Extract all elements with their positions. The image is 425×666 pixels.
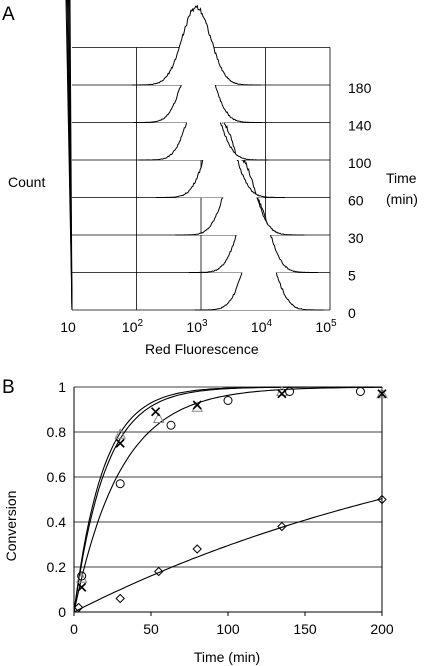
y-tick-label: 0.2 (47, 559, 67, 575)
fit-curve-diamond (73, 498, 383, 613)
x-tick-label: 150 (293, 621, 317, 637)
time-label-0: 0 (348, 305, 356, 321)
panel-b-axes (73, 387, 383, 616)
panel-a-histograms (131, 4, 324, 311)
data-point-diamond (192, 544, 202, 554)
data-point-x (192, 400, 202, 410)
panel-a-time-labels: 0 5 30 60 100 140 180 (348, 80, 372, 321)
y-tick-label: 0.8 (47, 424, 67, 440)
data-point-circle (285, 387, 295, 396)
x-tick-label: 10 (60, 319, 76, 335)
data-point-x (77, 582, 87, 592)
time-label-30: 30 (348, 230, 364, 246)
fit-curve-triangle (73, 386, 382, 613)
panel-a-label: A (2, 4, 15, 25)
data-point-circle (355, 387, 365, 396)
panel-a-ylabel: Count (8, 174, 45, 190)
time-label-180: 180 (348, 80, 372, 96)
data-point-triangle (114, 428, 127, 439)
fit-curve-circle (73, 386, 382, 613)
perspective-edge-line (69, 0, 73, 311)
histogram-trace-180 (131, 4, 261, 86)
data-point-circle (223, 396, 233, 405)
time-label-60: 60 (348, 193, 364, 209)
y-tick-label: 0 (58, 604, 66, 620)
panel-b-ylabel: Conversion (3, 491, 19, 562)
data-point-x (115, 438, 125, 448)
time-label-100: 100 (348, 155, 372, 171)
data-point-x (377, 389, 387, 399)
panel-b-data-points (73, 385, 388, 613)
y-tick-label: 0.4 (47, 514, 67, 530)
data-point-x (151, 407, 161, 417)
panel-a-time-unit-label: (min) (386, 191, 418, 207)
time-label-5: 5 (348, 268, 356, 284)
panel-b-grid (74, 386, 382, 568)
y-tick-label: 1 (58, 379, 66, 395)
panel-b-ticks: 0 0.2 0.4 0.6 0.8 1 0 50 100 150 200 (47, 379, 394, 637)
x-tick-label: 104 (251, 318, 273, 335)
fit-curve-x (73, 386, 382, 613)
x-tick-label: 103 (186, 318, 208, 335)
data-point-triangle (376, 387, 388, 399)
data-point-circle (77, 571, 87, 581)
data-point-circle (166, 420, 176, 430)
data-point-diamond (73, 602, 84, 613)
x-tick-label: 102 (122, 318, 144, 335)
panel-a-xlabel: Red Fluorescence (145, 341, 259, 357)
panel-a-time-label: Time (386, 170, 417, 186)
data-point-triangle (75, 572, 88, 583)
panel-b-xlabel: Time (min) (194, 649, 260, 665)
data-point-diamond (277, 521, 287, 532)
time-label-140: 140 (348, 118, 372, 134)
data-point-diamond (153, 566, 164, 577)
panel-b-fit-curves (73, 386, 383, 613)
x-tick-label: 50 (143, 621, 159, 637)
panel-b-label: B (2, 377, 15, 398)
x-tick-label: 0 (70, 621, 78, 637)
x-tick-label: 200 (370, 621, 394, 637)
data-point-triangle (152, 412, 165, 423)
x-tick-label: 100 (216, 621, 240, 637)
data-point-diamond (115, 593, 125, 604)
data-point-x (277, 389, 287, 399)
y-tick-label: 0.6 (47, 469, 67, 485)
x-tick-label: 105 (315, 318, 337, 335)
panel-a-x-ticks: 10 102 103 104 105 (60, 318, 337, 335)
data-point-diamond (377, 494, 387, 505)
data-point-circle (115, 479, 125, 489)
